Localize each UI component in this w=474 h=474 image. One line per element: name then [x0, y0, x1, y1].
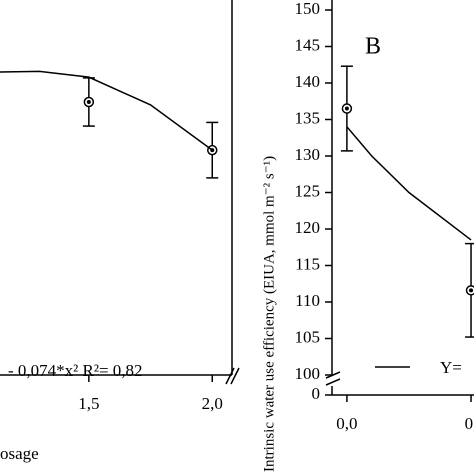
point-center: [344, 106, 349, 111]
y-tick-label: 110: [295, 291, 320, 310]
axis-break: [225, 367, 240, 385]
y-tick-label: 115: [295, 254, 320, 273]
fit-curve: [346, 126, 472, 241]
x-tick-label: 0,0: [336, 414, 357, 433]
y-tick-label: 130: [295, 145, 321, 164]
point-center: [86, 99, 91, 104]
x-axis-label: osage: [0, 444, 39, 463]
axis-break: [325, 371, 341, 386]
y-tick-label: 145: [295, 35, 321, 54]
y-tick-label: 0: [312, 384, 321, 403]
y-tick-label: 100: [295, 364, 321, 383]
x-tick-label: 0,: [465, 414, 474, 433]
y-tick-label: 125: [295, 181, 321, 200]
annotation: - 0,074*x² R²= 0,82: [8, 361, 143, 380]
panel-label: B: [365, 34, 381, 60]
x-tick-label: 2,0: [202, 394, 223, 413]
y-tick-label: 105: [295, 327, 321, 346]
point-center: [469, 288, 474, 293]
y-tick-label: 140: [295, 72, 321, 91]
y-tick-label: 135: [295, 108, 321, 127]
y-tick-label: 150: [295, 0, 321, 18]
fit-curve: [0, 70, 213, 151]
y-axis-label: Intrinsic water use efficiency (EIUA, mm…: [261, 156, 277, 472]
x-tick-label: 1,5: [78, 394, 99, 413]
legend-text: Y=: [440, 358, 462, 377]
y-tick-label: 120: [295, 218, 321, 237]
